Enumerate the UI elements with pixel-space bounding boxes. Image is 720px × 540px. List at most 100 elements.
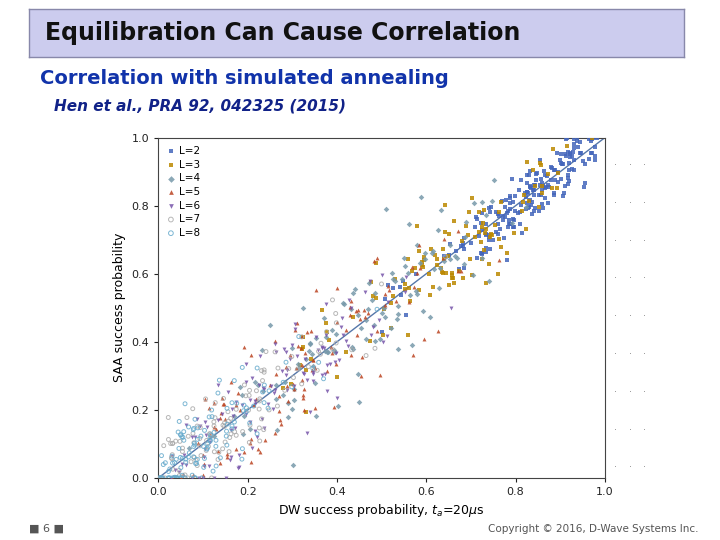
- L=2: [505, 220, 517, 228]
- L=2: [521, 188, 533, 197]
- L=7: [189, 453, 200, 462]
- L=7: [243, 438, 255, 447]
- L=5: [210, 425, 222, 434]
- L=2: [528, 206, 540, 215]
- L=5: [371, 326, 382, 335]
- L=2: [515, 201, 526, 210]
- L=6: [268, 388, 279, 397]
- L=2: [477, 225, 488, 234]
- L=3: [416, 258, 428, 266]
- L=4: [234, 382, 246, 391]
- L=5: [354, 314, 366, 323]
- L=2: [540, 171, 552, 179]
- L=2: [568, 166, 580, 174]
- L=6: [233, 464, 244, 472]
- L=4: [467, 271, 479, 279]
- L=3: [436, 268, 448, 277]
- L=2: [387, 284, 399, 293]
- Text: .: .: [614, 157, 617, 167]
- L=6: [365, 277, 377, 286]
- L=4: [451, 254, 462, 263]
- L=3: [424, 291, 436, 299]
- L=4: [460, 218, 472, 227]
- L=3: [536, 181, 548, 190]
- L=4: [387, 269, 398, 278]
- L=7: [271, 402, 283, 410]
- L=2: [562, 180, 573, 188]
- L=2: [526, 184, 537, 193]
- L=2: [490, 208, 502, 217]
- L=8: [171, 474, 183, 482]
- L=6: [233, 450, 245, 459]
- L=5: [331, 284, 343, 293]
- L=4: [237, 429, 248, 438]
- L=7: [210, 414, 221, 422]
- L=4: [486, 197, 498, 205]
- L=6: [269, 340, 281, 349]
- L=5: [310, 403, 321, 412]
- L=2: [531, 170, 542, 179]
- L=7: [174, 437, 186, 445]
- L=2: [524, 183, 536, 191]
- L=7: [240, 392, 251, 400]
- L=7: [243, 406, 254, 415]
- L=3: [467, 271, 478, 280]
- L=4: [411, 290, 423, 299]
- L=7: [272, 364, 284, 373]
- L=8: [171, 474, 182, 482]
- L=5: [166, 474, 177, 482]
- L=6: [307, 368, 319, 376]
- L=5: [287, 380, 298, 388]
- Text: .: .: [643, 422, 646, 431]
- L=8: [318, 374, 329, 383]
- L=7: [182, 432, 194, 441]
- L=6: [382, 332, 393, 341]
- L=4: [293, 364, 305, 373]
- L=6: [280, 371, 292, 380]
- Text: .: .: [614, 195, 617, 205]
- L=3: [462, 231, 474, 240]
- L=7: [200, 446, 212, 455]
- L=4: [354, 398, 365, 407]
- L=7: [205, 431, 217, 440]
- L=7: [187, 404, 199, 413]
- Text: .: .: [614, 460, 617, 469]
- L=7: [296, 333, 307, 341]
- L=2: [577, 157, 589, 166]
- L=2: [503, 220, 515, 229]
- L=2: [548, 189, 559, 198]
- L=5: [245, 457, 256, 466]
- L=2: [572, 143, 584, 152]
- L=6: [400, 273, 412, 282]
- L=2: [552, 168, 564, 177]
- Text: .: .: [643, 384, 646, 394]
- L=5: [176, 474, 187, 482]
- L=5: [456, 267, 467, 275]
- L=3: [586, 133, 598, 142]
- L=5: [355, 372, 366, 381]
- L=5: [344, 302, 356, 311]
- L=3: [495, 198, 507, 207]
- L=4: [270, 394, 282, 403]
- L=2: [496, 197, 508, 206]
- L=5: [221, 453, 233, 461]
- Text: Copyright © 2016, D-Wave Systems Inc.: Copyright © 2016, D-Wave Systems Inc.: [488, 524, 698, 534]
- L=6: [382, 298, 394, 306]
- L=8: [192, 435, 203, 444]
- L=2: [471, 213, 482, 221]
- L=2: [536, 199, 548, 208]
- L=3: [402, 330, 413, 339]
- L=6: [165, 474, 176, 482]
- Text: .: .: [643, 346, 646, 356]
- L=4: [319, 314, 330, 322]
- L=6: [193, 474, 204, 482]
- L=2: [480, 248, 492, 256]
- L=2: [536, 175, 547, 184]
- L=2: [539, 166, 550, 175]
- L=5: [204, 431, 216, 440]
- L=4: [256, 346, 268, 354]
- L=4: [245, 424, 256, 433]
- L=3: [467, 193, 478, 202]
- L=3: [456, 237, 467, 245]
- L=2: [480, 244, 492, 252]
